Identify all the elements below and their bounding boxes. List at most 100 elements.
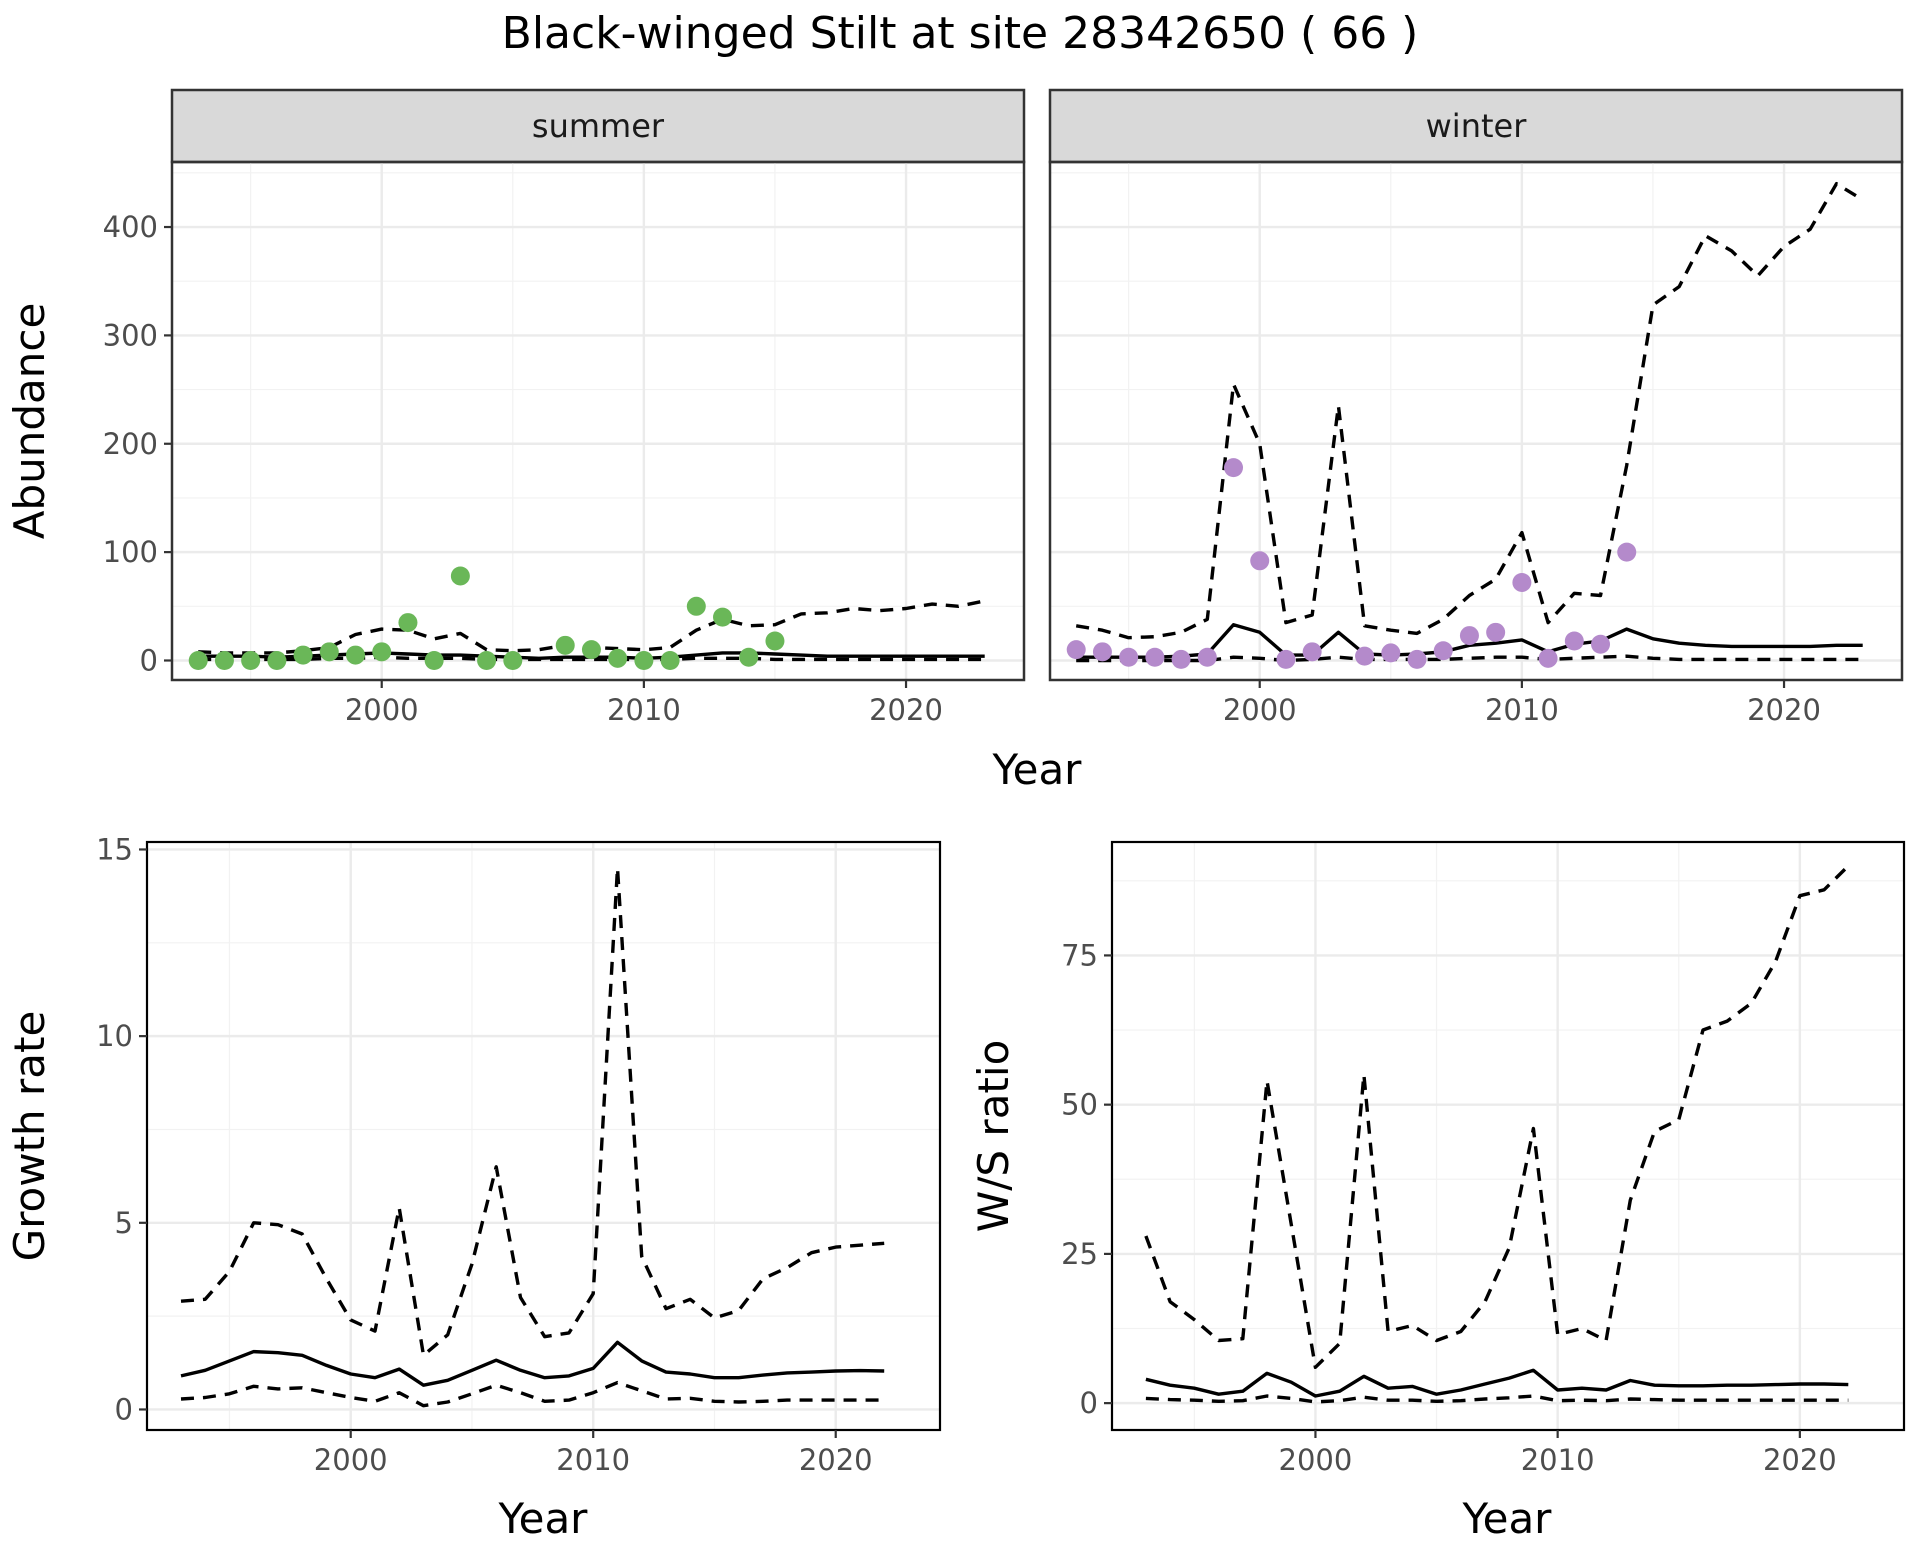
growth-x-tick-label: 2010 (556, 1443, 630, 1477)
growth-y-tick-label: 5 (115, 1206, 133, 1240)
summer-strip-label: summer (532, 107, 665, 145)
summer-observation-point (267, 650, 287, 670)
ws-ratio-plot-area: 0 25 50 75 2000 2010 2020 (1061, 840, 1906, 1477)
summer-panel: summer 0 100 200 300 400 2000 2010 2020 (103, 88, 1026, 727)
winter-upper-line (1075, 182, 1864, 640)
summer-strip (170, 88, 1026, 164)
growth-y-tick-label: 0 (115, 1392, 133, 1426)
winter-observation-point (1171, 649, 1191, 669)
ratio-x-tick-label: 2020 (1763, 1443, 1837, 1477)
summer-observation-point (713, 607, 733, 627)
summer-panel-border (170, 160, 1026, 682)
summer-observation-point (319, 642, 339, 662)
winter-observation-point (1564, 631, 1584, 651)
winter-observation-point (1355, 646, 1375, 666)
winter-observation-point (1197, 647, 1217, 667)
growth-y-tick-label: 15 (96, 832, 133, 866)
growth-upper-line (180, 866, 885, 1357)
winter-observation-point (1617, 542, 1637, 562)
winter-x-tick-label: 2020 (1747, 693, 1821, 727)
winter-observation-point (1276, 649, 1296, 669)
winter-observation-point (1224, 458, 1244, 478)
winter-strip (1048, 88, 1904, 164)
growth-y-tick-label: 10 (96, 1019, 133, 1053)
summer-observation-point (450, 566, 470, 586)
winter-observation-point (1538, 648, 1558, 668)
winter-observation-point (1092, 642, 1112, 662)
summer-y-tick-label: 200 (103, 427, 158, 461)
winter-plot-area: 2000 2010 2020 (1050, 162, 1902, 727)
growth-panel-border (145, 840, 942, 1432)
ratio-y-tick-label: 50 (1061, 1088, 1098, 1122)
ratio-x-tick-label: 2010 (1521, 1443, 1595, 1477)
winter-observation-point (1119, 647, 1139, 667)
winter-observation-point (1512, 572, 1532, 592)
winter-observation-point (1250, 551, 1270, 571)
summer-y-tick-label: 400 (103, 210, 158, 244)
summer-observation-point (581, 640, 601, 660)
growth-estimate-line (180, 1340, 885, 1387)
ratio-upper-line (1144, 864, 1850, 1369)
winter-x-tick-label: 2000 (1223, 693, 1297, 727)
summer-observation-point (346, 645, 366, 665)
ratio-y-tick-label: 25 (1061, 1237, 1098, 1271)
winter-observation-point (1459, 626, 1479, 646)
abundance-x-axis-title: Year (992, 745, 1083, 794)
winter-observation-point (1486, 622, 1506, 642)
summer-observation-point (739, 647, 759, 667)
summer-observation-point (634, 650, 654, 670)
ratio-y-tick-label: 75 (1061, 938, 1098, 972)
winter-panel-border (1048, 160, 1904, 682)
summer-observation-point (214, 650, 234, 670)
winter-observation-point (1381, 643, 1401, 663)
summer-observation-point (555, 635, 575, 655)
summer-plot-area: 0 100 200 300 400 2000 2010 2020 (103, 162, 1024, 727)
summer-x-tick-label: 2020 (869, 693, 943, 727)
winter-x-tick-label: 2010 (1485, 693, 1559, 727)
ratio-y-tick-label: 0 (1080, 1386, 1098, 1420)
winter-panel: winter 2000 2010 2020 (1048, 88, 1904, 727)
summer-observation-point (477, 650, 497, 670)
summer-x-tick-label: 2000 (345, 693, 419, 727)
summer-observation-point (293, 645, 313, 665)
ws-ratio-x-axis-title: Year (1462, 1494, 1553, 1543)
ratio-panel-border (1110, 840, 1906, 1432)
winter-observation-point (1433, 641, 1453, 661)
summer-y-tick-label: 100 (103, 535, 158, 569)
summer-observation-point (503, 650, 523, 670)
summer-observation-point (686, 596, 706, 616)
growth-x-tick-label: 2020 (799, 1443, 873, 1477)
growth-rate-panel: 0 5 10 15 2000 2010 2020 Growth rate Year (5, 832, 942, 1543)
summer-observation-point (188, 650, 208, 670)
summer-observation-point (424, 650, 444, 670)
summer-observation-point (765, 631, 785, 651)
winter-observation-point (1407, 649, 1427, 669)
winter-observation-point (1145, 647, 1165, 667)
summer-observation-point (660, 650, 680, 670)
summer-observation-point (608, 648, 628, 668)
ratio-lower-line (1145, 1394, 1849, 1404)
summer-y-tick-label: 0 (140, 643, 158, 677)
summer-x-tick-label: 2010 (607, 693, 681, 727)
summer-observation-point (372, 642, 392, 662)
ratio-x-tick-label: 2000 (1279, 1443, 1353, 1477)
growth-lower-line (180, 1380, 885, 1408)
figure-title: Black-winged Stilt at site 28342650 ( 66… (502, 8, 1419, 59)
growth-x-tick-label: 2000 (314, 1443, 388, 1477)
growth-rate-y-axis-title: Growth rate (5, 1011, 54, 1262)
winter-observation-point (1302, 642, 1322, 662)
summer-observation-point (398, 613, 418, 633)
growth-rate-x-axis-title: Year (498, 1494, 589, 1543)
ratio-estimate-line (1145, 1368, 1849, 1398)
winter-observation-point (1066, 640, 1086, 660)
abundance-y-axis-title: Abundance (5, 303, 54, 540)
summer-observation-point (241, 650, 261, 670)
summer-y-tick-label: 300 (103, 318, 158, 352)
ws-ratio-panel: 0 25 50 75 2000 2010 2020 W/S ratio Year (969, 840, 1906, 1543)
winter-observation-point (1591, 634, 1611, 654)
ws-ratio-y-axis-title: W/S ratio (969, 1040, 1018, 1233)
growth-rate-plot-area: 0 5 10 15 2000 2010 2020 (96, 832, 942, 1477)
winter-strip-label: winter (1426, 107, 1528, 145)
